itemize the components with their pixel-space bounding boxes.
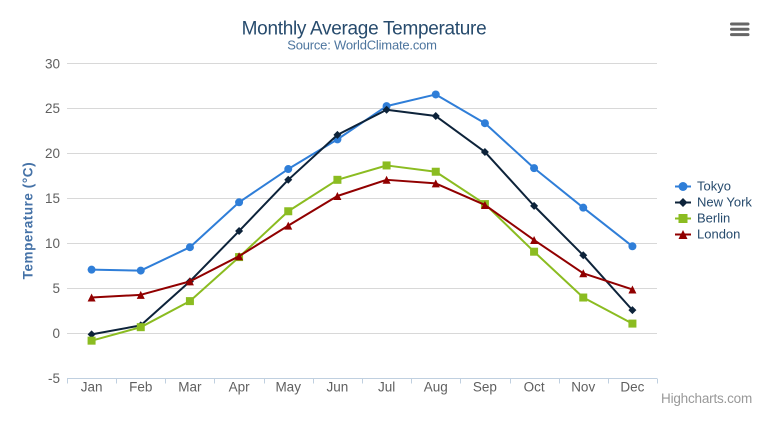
svg-text:Temperature (°C): Temperature (°C) bbox=[21, 162, 36, 279]
svg-text:Aug: Aug bbox=[424, 380, 448, 395]
svg-text:Apr: Apr bbox=[229, 380, 251, 395]
svg-text:New York: New York bbox=[697, 195, 752, 210]
svg-text:20: 20 bbox=[45, 146, 60, 161]
svg-text:Jul: Jul bbox=[378, 380, 395, 395]
svg-text:25: 25 bbox=[45, 101, 60, 116]
svg-text:0: 0 bbox=[52, 326, 60, 341]
svg-text:-5: -5 bbox=[48, 371, 60, 386]
svg-text:Mar: Mar bbox=[178, 380, 202, 395]
svg-text:Source: WorldClimate.com: Source: WorldClimate.com bbox=[287, 38, 437, 53]
svg-text:10: 10 bbox=[45, 236, 60, 251]
svg-text:Feb: Feb bbox=[129, 380, 152, 395]
svg-text:London: London bbox=[697, 227, 740, 242]
svg-text:30: 30 bbox=[45, 56, 60, 71]
svg-text:Monthly Average Temperature: Monthly Average Temperature bbox=[242, 18, 487, 39]
svg-text:Jan: Jan bbox=[81, 380, 103, 395]
svg-text:15: 15 bbox=[45, 191, 60, 206]
svg-text:Dec: Dec bbox=[620, 380, 644, 395]
svg-text:Highcharts.com: Highcharts.com bbox=[661, 391, 752, 406]
svg-text:Oct: Oct bbox=[524, 380, 545, 395]
svg-text:Nov: Nov bbox=[571, 380, 595, 395]
svg-text:Jun: Jun bbox=[327, 380, 349, 395]
svg-text:Tokyo: Tokyo bbox=[697, 179, 731, 194]
svg-text:5: 5 bbox=[52, 281, 60, 296]
svg-text:May: May bbox=[275, 380, 301, 395]
svg-text:Berlin: Berlin bbox=[697, 211, 730, 226]
svg-text:Sep: Sep bbox=[473, 380, 497, 395]
